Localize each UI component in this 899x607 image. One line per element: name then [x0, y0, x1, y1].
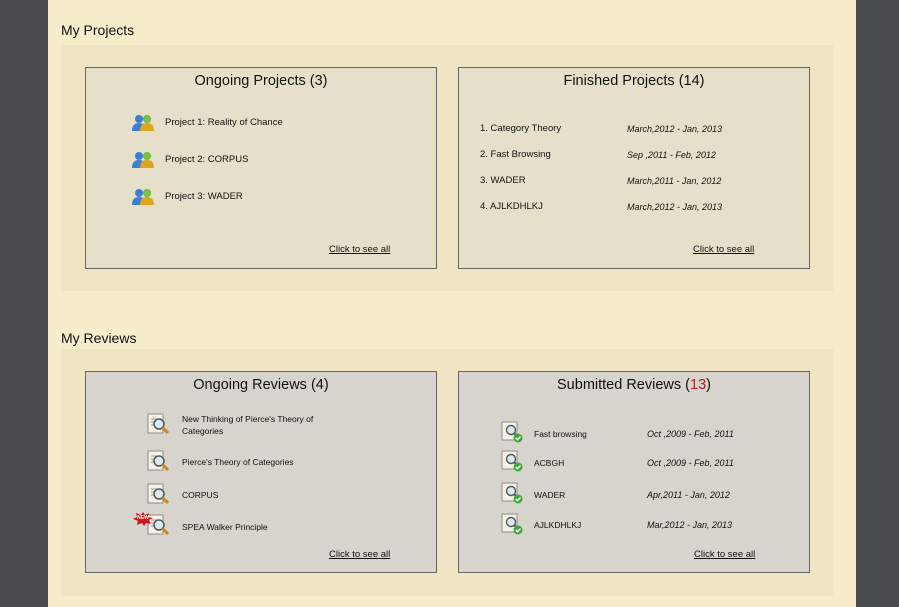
ongoing-project-item[interactable]: Project 1: Reality of Chance	[165, 117, 283, 128]
submitted-review-name[interactable]: WADER	[534, 490, 566, 500]
people-icon	[131, 114, 155, 132]
ongoing-reviews-panel: Ongoing Reviews (4) New Thinking of Pier…	[85, 371, 437, 573]
document-check-icon	[499, 420, 525, 444]
ongoing-reviews-title: Ongoing Reviews (4)	[86, 377, 436, 393]
ongoing-reviews-count: (4)	[310, 377, 329, 393]
submitted-reviews-count-open: (	[685, 377, 690, 393]
finished-projects-title-text: Finished Projects	[563, 73, 675, 89]
submitted-review-name[interactable]: AJLKDHLKJ	[534, 520, 582, 530]
ongoing-projects-panel: Ongoing Projects (3) Project 1: Reality …	[85, 67, 437, 269]
finished-projects-panel: Finished Projects (14) 1. Category Theor…	[458, 67, 810, 269]
people-icon	[131, 188, 155, 206]
finished-project-dates: Sep ,2011 - Feb, 2012	[627, 150, 716, 160]
submitted-review-dates: Oct ,2009 - Feb, 2011	[647, 458, 734, 468]
submitted-reviews-count: 13	[690, 377, 707, 393]
magnifier-document-icon	[144, 482, 170, 506]
people-icon	[131, 151, 155, 169]
new-badge-icon: NEW	[133, 512, 153, 526]
finished-projects-see-all-link[interactable]: Click to see all	[693, 244, 755, 255]
finished-project-name[interactable]: 1. Category Theory	[480, 123, 562, 134]
reviews-band: Ongoing Reviews (4) New Thinking of Pier…	[61, 349, 833, 596]
ongoing-review-item[interactable]: SPEA Walker Principle	[182, 522, 268, 532]
finished-project-name[interactable]: 4. AJLKDHLKJ	[480, 201, 543, 212]
ongoing-project-item[interactable]: Project 2: CORPUS	[165, 154, 249, 165]
ongoing-projects-title-text: Ongoing Projects	[194, 73, 306, 89]
submitted-reviews-title-text: Submitted Reviews	[557, 377, 682, 393]
ongoing-review-item[interactable]: New Thinking of Pierce's Theory of Categ…	[182, 413, 313, 437]
magnifier-document-icon	[144, 412, 170, 436]
ongoing-projects-count: (3)	[309, 73, 328, 89]
submitted-review-dates: Oct ,2009 - Feb, 2011	[647, 429, 734, 439]
projects-band: Ongoing Projects (3) Project 1: Reality …	[61, 45, 833, 291]
ongoing-reviews-title-text: Ongoing Reviews	[193, 377, 307, 393]
document-check-icon	[499, 512, 525, 536]
submitted-reviews-title: Submitted Reviews (13)	[459, 377, 809, 393]
submitted-reviews-count-close: )	[706, 377, 711, 393]
ongoing-reviews-see-all-link[interactable]: Click to see all	[329, 549, 391, 560]
page-content: My Projects Ongoing Projects (3) Project…	[48, 0, 856, 607]
my-projects-heading: My Projects	[61, 22, 135, 38]
ongoing-review-title-line2: Categories	[182, 426, 224, 436]
ongoing-review-title-line1: New Thinking of Pierce's Theory of	[182, 414, 314, 424]
document-check-icon	[499, 481, 525, 505]
ongoing-projects-title: Ongoing Projects (3)	[86, 73, 436, 89]
submitted-review-name[interactable]: ACBGH	[534, 458, 565, 468]
submitted-reviews-panel: Submitted Reviews (13) Fast browsing Oct…	[458, 371, 810, 573]
submitted-review-name[interactable]: Fast browsing	[534, 429, 587, 439]
finished-project-name[interactable]: 3. WADER	[480, 175, 526, 186]
new-badge-label: NEW	[137, 515, 149, 521]
my-reviews-heading: My Reviews	[61, 330, 137, 346]
finished-projects-title: Finished Projects (14)	[459, 73, 809, 89]
finished-project-name[interactable]: 2. Fast Browsing	[480, 149, 551, 160]
finished-projects-count: (14)	[678, 73, 705, 89]
submitted-review-dates: Apr,2011 - Jan, 2012	[647, 490, 730, 500]
submitted-review-dates: Mar,2012 - Jan, 2013	[647, 520, 733, 530]
document-check-icon	[499, 449, 525, 473]
finished-project-dates: March,2012 - Jan, 2013	[627, 124, 723, 134]
finished-project-dates: March,2011 - Jan, 2012	[627, 176, 722, 186]
ongoing-project-item[interactable]: Project 3: WADER	[165, 191, 243, 202]
ongoing-projects-see-all-link[interactable]: Click to see all	[329, 244, 391, 255]
magnifier-document-icon	[144, 449, 170, 473]
submitted-reviews-see-all-link[interactable]: Click to see all	[694, 549, 756, 560]
finished-project-dates: March,2012 - Jan, 2013	[627, 202, 723, 212]
ongoing-review-item[interactable]: CORPUS	[182, 490, 219, 500]
ongoing-review-item[interactable]: Pierce's Theory of Categories	[182, 457, 294, 467]
